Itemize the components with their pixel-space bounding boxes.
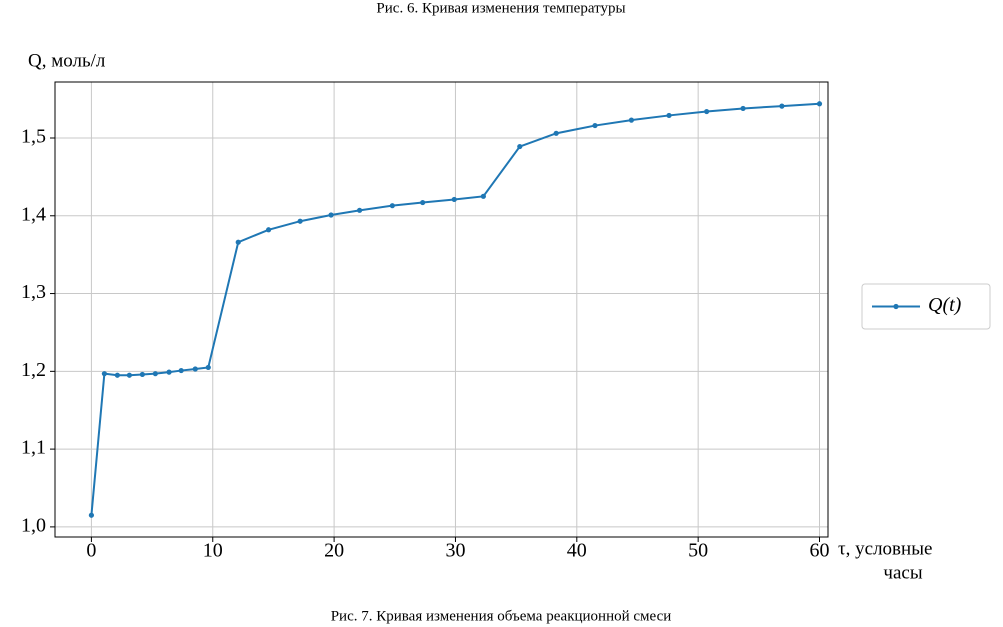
data-point bbox=[592, 122, 598, 129]
data-point bbox=[192, 366, 198, 372]
data-point bbox=[265, 227, 272, 233]
y-tick-label: 1,4 bbox=[21, 203, 46, 225]
legend-box bbox=[861, 283, 991, 330]
x-axis-label: τ, условные bbox=[838, 538, 932, 559]
x-tick-label: 40 bbox=[567, 540, 587, 562]
data-point bbox=[205, 364, 211, 371]
x-tick-label: 0 bbox=[86, 540, 96, 562]
x-tick-label: 10 bbox=[203, 540, 223, 562]
y-tick-label: 1,1 bbox=[21, 437, 46, 459]
data-point bbox=[126, 372, 132, 378]
legend-swatch bbox=[893, 303, 899, 310]
data-point bbox=[480, 193, 486, 199]
data-point bbox=[101, 371, 107, 377]
data-point bbox=[816, 101, 823, 107]
data-point bbox=[328, 212, 334, 218]
caption-bottom: Рис. 7. Кривая изменения объема реакцион… bbox=[331, 608, 672, 624]
data-point bbox=[178, 367, 184, 374]
data-point bbox=[779, 103, 785, 109]
data-point bbox=[389, 203, 395, 209]
x-tick-label: 20 bbox=[324, 540, 344, 562]
data-point bbox=[740, 105, 746, 112]
data-point bbox=[297, 218, 303, 224]
x-tick-label: 30 bbox=[445, 540, 465, 562]
data-point bbox=[420, 199, 426, 206]
data-point bbox=[114, 372, 120, 378]
caption-top: Рис. 6. Кривая изменения температуры bbox=[376, 0, 625, 16]
data-point bbox=[517, 143, 523, 150]
data-point bbox=[88, 512, 95, 518]
data-point bbox=[451, 196, 457, 203]
data-point bbox=[704, 108, 710, 115]
data-point bbox=[356, 207, 363, 213]
data-point bbox=[166, 369, 172, 375]
data-point bbox=[152, 371, 158, 377]
y-tick-label: 1,3 bbox=[21, 281, 46, 303]
data-point bbox=[235, 239, 241, 245]
data-line bbox=[90, 102, 820, 516]
y-tick-label: 1,2 bbox=[21, 359, 46, 381]
data-point bbox=[139, 371, 145, 378]
y-tick-label: 1,0 bbox=[21, 514, 46, 536]
data-point bbox=[553, 130, 559, 136]
x-axis-label: часы bbox=[883, 562, 922, 583]
x-tick-label: 60 bbox=[810, 540, 830, 562]
x-tick-label: 50 bbox=[688, 540, 708, 562]
y-axis-label: Q, моль/л bbox=[28, 50, 106, 71]
plot-frame bbox=[54, 81, 829, 538]
y-tick-label: 1,5 bbox=[21, 126, 46, 148]
data-point bbox=[628, 117, 635, 123]
legend-label: Q(t) bbox=[928, 294, 962, 316]
data-point bbox=[666, 112, 672, 119]
